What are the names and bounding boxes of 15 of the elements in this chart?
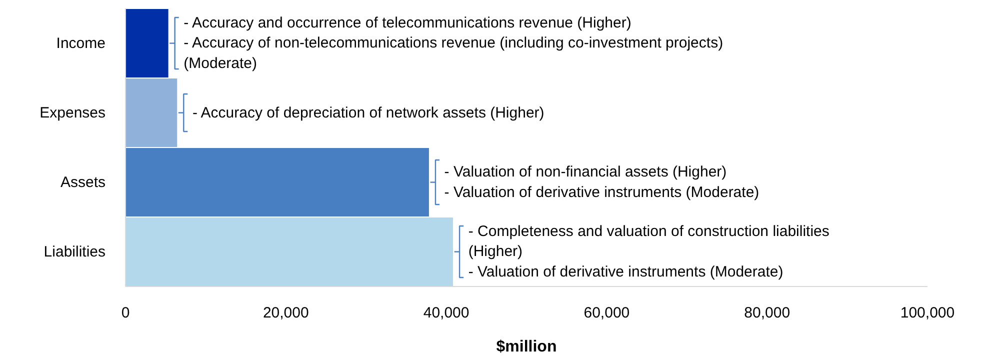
x-tick-label: 40,000 xyxy=(423,304,470,322)
x-tick-label: 60,000 xyxy=(584,304,630,322)
x-tick-label: 100,000 xyxy=(900,304,955,322)
x-tick-label: 20,000 xyxy=(262,304,309,322)
annotation: - Accuracy and occurrence of telecommunications revenue (Higher) - Accuracy of non-telecommunications revenue (including co-investment projects) (Moderate) xyxy=(184,14,724,72)
x-tick-label: 80,000 xyxy=(744,304,790,322)
y-tick-label: Expenses xyxy=(40,104,106,122)
y-tick-label: Assets xyxy=(60,174,106,191)
annotation: - Accuracy of depreciation of network assets (Higher) xyxy=(192,104,544,122)
annotation: - Valuation of non-financial assets (Higher) - Valuation of derivative instruments (Moderate) xyxy=(444,164,760,201)
x-tick-label: 0 xyxy=(121,304,130,322)
x-axis-title: $million xyxy=(496,338,557,356)
y-tick-label: Income xyxy=(56,34,106,52)
y-tick-label: Liabilities xyxy=(44,243,106,260)
annotation: - Completeness and valuation of construction liabilities (Higher) - Valuation of derivative instruments (Moderate) xyxy=(468,222,830,281)
